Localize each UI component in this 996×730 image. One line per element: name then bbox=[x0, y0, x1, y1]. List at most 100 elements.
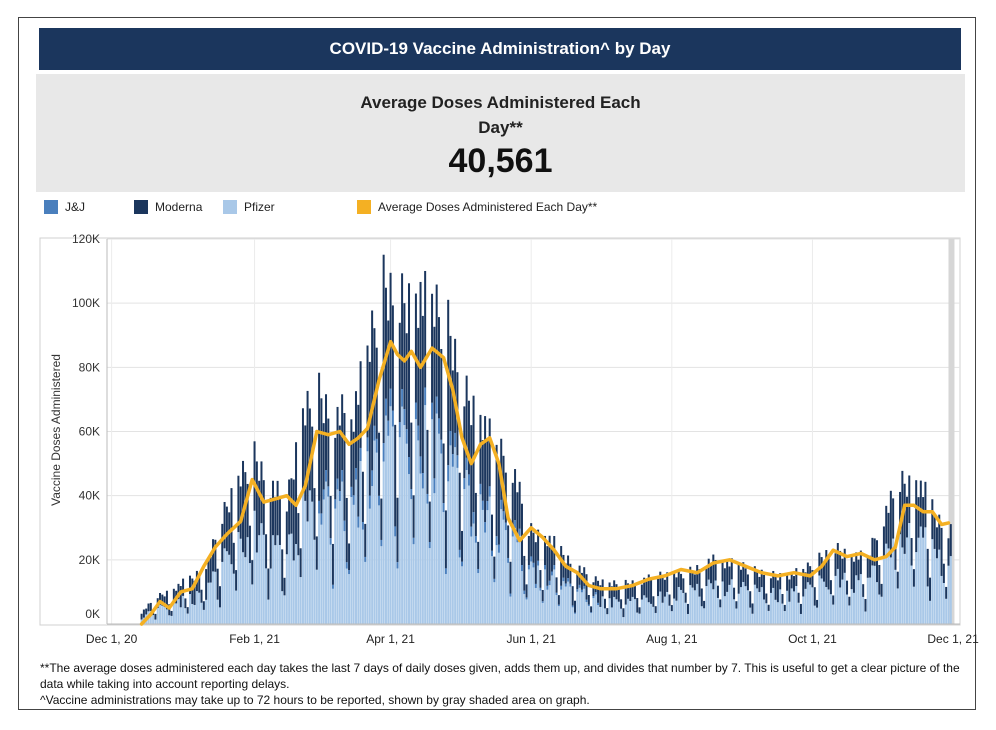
bar-pfizer bbox=[334, 508, 337, 624]
bar-pfizer bbox=[530, 561, 533, 624]
bar-pfizer bbox=[389, 406, 392, 624]
bar-pfizer bbox=[721, 581, 724, 624]
chart-legend: J&J Moderna Pfizer Average Doses Adminis… bbox=[44, 200, 944, 220]
bar-pfizer bbox=[675, 600, 678, 624]
bar-pfizer bbox=[597, 604, 600, 624]
bar-pfizer bbox=[251, 584, 254, 624]
bar-moderna bbox=[880, 583, 883, 597]
bar-moderna bbox=[933, 513, 936, 549]
bar-pfizer bbox=[278, 544, 281, 624]
bar-pfizer bbox=[647, 602, 650, 624]
bar-moderna bbox=[945, 586, 948, 599]
bar-pfizer bbox=[525, 599, 528, 624]
bar-moderna bbox=[760, 569, 763, 588]
bar-jj bbox=[514, 520, 517, 528]
bar-pfizer bbox=[396, 568, 399, 624]
bar-moderna bbox=[843, 548, 846, 573]
bar-jj bbox=[375, 438, 378, 453]
bar-pfizer bbox=[500, 509, 503, 624]
bar-pfizer bbox=[751, 613, 754, 624]
x-tick-label: Jun 1, 21 bbox=[507, 632, 557, 646]
bar-moderna bbox=[325, 394, 328, 471]
bar-pfizer bbox=[341, 481, 344, 624]
bar-moderna bbox=[191, 578, 194, 604]
page-title: COVID-19 Vaccine Administration^ by Day bbox=[39, 28, 961, 70]
bar-moderna bbox=[389, 272, 392, 389]
bar-pfizer bbox=[691, 587, 694, 624]
bar-moderna bbox=[177, 583, 180, 600]
bar-pfizer bbox=[477, 573, 480, 624]
bar-pfizer bbox=[935, 558, 938, 624]
bar-jj bbox=[486, 501, 489, 511]
bar-jj bbox=[525, 597, 528, 600]
bar-moderna bbox=[172, 588, 175, 603]
bar-pfizer bbox=[700, 606, 703, 624]
bar-pfizer bbox=[207, 582, 210, 624]
bar-pfizer bbox=[638, 613, 641, 624]
bar-moderna bbox=[811, 570, 814, 588]
y-tick-label: 60K bbox=[79, 425, 100, 439]
bar-pfizer bbox=[509, 596, 512, 624]
bar-pfizer bbox=[437, 433, 440, 624]
bar-pfizer bbox=[348, 574, 351, 624]
bar-pfizer bbox=[719, 607, 722, 624]
bar-pfizer bbox=[447, 481, 450, 624]
bar-moderna bbox=[862, 584, 865, 597]
bar-pfizer bbox=[613, 596, 616, 624]
average-line bbox=[139, 339, 951, 626]
bar-moderna bbox=[557, 595, 560, 605]
bar-jj bbox=[318, 500, 321, 514]
bar-pfizer bbox=[193, 604, 196, 624]
bar-jj bbox=[576, 589, 579, 592]
bar-pfizer bbox=[901, 547, 904, 624]
bar-jj bbox=[378, 495, 381, 506]
bar-pfizer bbox=[852, 592, 855, 624]
bar-moderna bbox=[668, 594, 671, 606]
bar-moderna bbox=[278, 496, 281, 545]
bar-pfizer bbox=[769, 592, 772, 624]
bar-moderna bbox=[433, 326, 436, 479]
bar-jj bbox=[359, 447, 362, 462]
bar-pfizer bbox=[776, 602, 779, 624]
bar-jj bbox=[520, 565, 523, 572]
bar-pfizer bbox=[274, 545, 277, 624]
bar-moderna bbox=[852, 561, 855, 593]
bar-moderna bbox=[876, 540, 879, 583]
bar-moderna bbox=[507, 525, 510, 558]
bar-jj bbox=[493, 578, 496, 583]
bar-jj bbox=[451, 454, 454, 467]
bar-moderna bbox=[182, 578, 185, 596]
bar-pfizer bbox=[786, 590, 789, 624]
bar-pfizer bbox=[737, 593, 740, 624]
bar-moderna bbox=[707, 558, 710, 580]
bar-pfizer bbox=[276, 535, 279, 624]
bar-pfizer bbox=[733, 599, 736, 624]
bar-moderna bbox=[606, 608, 609, 615]
bar-moderna bbox=[899, 491, 902, 535]
bar-jj bbox=[331, 584, 334, 589]
bar-pfizer bbox=[368, 508, 371, 624]
bar-moderna bbox=[571, 586, 574, 606]
bar-jj bbox=[398, 422, 401, 438]
bar-pfizer bbox=[357, 527, 360, 624]
bar-moderna bbox=[878, 565, 881, 595]
bar-pfizer bbox=[945, 598, 948, 624]
bar-pfizer bbox=[905, 537, 908, 624]
bar-pfizer bbox=[677, 586, 680, 624]
bar-jj bbox=[442, 503, 445, 513]
bar-jj bbox=[474, 536, 477, 543]
bar-pfizer bbox=[869, 577, 872, 624]
bar-pfizer bbox=[544, 569, 547, 624]
bar-pfizer bbox=[742, 581, 745, 624]
bar-moderna bbox=[391, 305, 394, 411]
bar-jj bbox=[580, 589, 583, 593]
bar-moderna bbox=[730, 558, 733, 580]
bar-pfizer bbox=[610, 607, 613, 624]
page-title-text: COVID-19 Vaccine Administration^ by Day bbox=[329, 39, 671, 58]
bar-pfizer bbox=[629, 600, 632, 624]
bar-moderna bbox=[186, 607, 189, 614]
bar-moderna bbox=[265, 534, 268, 569]
bar-moderna bbox=[244, 472, 247, 558]
bar-pfizer bbox=[343, 531, 346, 624]
bar-moderna bbox=[523, 555, 526, 591]
